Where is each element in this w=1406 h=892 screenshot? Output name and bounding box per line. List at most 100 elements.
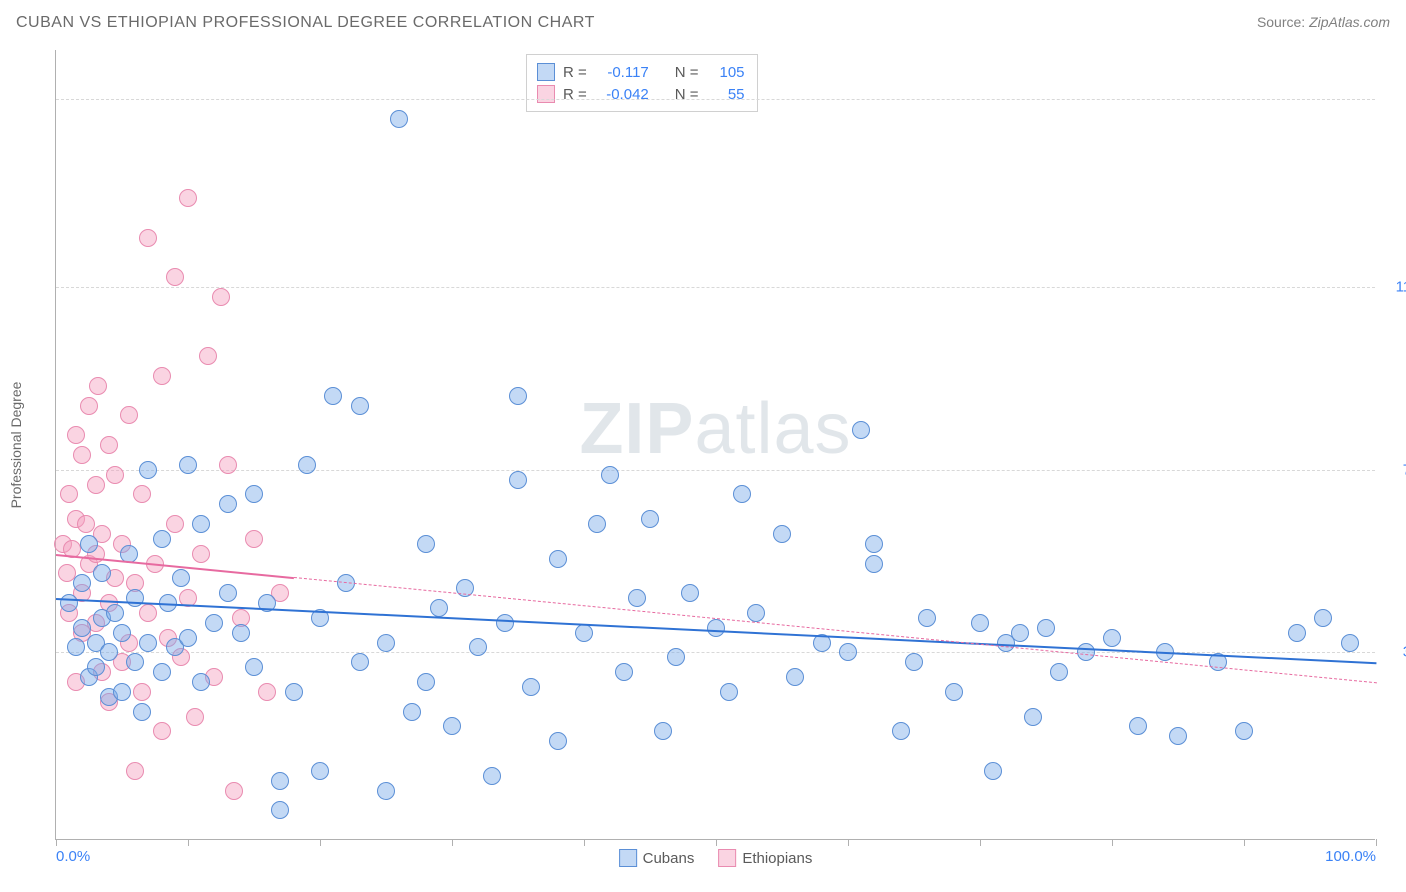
- cubans-dot: [133, 703, 151, 721]
- n-value: 105: [707, 64, 745, 81]
- ethiopians-dot: [139, 604, 157, 622]
- cubans-dot: [271, 772, 289, 790]
- cubans-dot: [852, 421, 870, 439]
- y-tick-label: 11.2%: [1381, 279, 1406, 296]
- cubans-dot: [905, 653, 923, 671]
- ethiopians-dot: [153, 722, 171, 740]
- cubans-dot: [1103, 629, 1121, 647]
- ethiopians-dot: [100, 436, 118, 454]
- x-tick-label: 0.0%: [56, 848, 90, 865]
- cubans-dot: [377, 782, 395, 800]
- cubans-dot: [80, 535, 98, 553]
- legend-label: Cubans: [643, 850, 695, 867]
- cubans-dot: [786, 668, 804, 686]
- cubans-dot: [60, 594, 78, 612]
- cubans-dot: [324, 387, 342, 405]
- x-tick: [1112, 839, 1113, 846]
- cubans-dot: [219, 495, 237, 513]
- cubans-dot: [720, 683, 738, 701]
- trend-line: [294, 577, 1376, 683]
- x-tick: [188, 839, 189, 846]
- cubans-dot: [179, 456, 197, 474]
- stats-row: R =-0.117N =105: [537, 61, 745, 83]
- source-label: Source:: [1257, 14, 1305, 30]
- x-tick: [320, 839, 321, 846]
- cubans-dot: [747, 604, 765, 622]
- cubans-dot: [377, 634, 395, 652]
- x-tick: [452, 839, 453, 846]
- cubans-dot: [67, 638, 85, 656]
- cubans-dot: [106, 604, 124, 622]
- cubans-dot: [681, 584, 699, 602]
- cubans-dot: [390, 110, 408, 128]
- ethiopians-dot: [245, 530, 263, 548]
- ethiopians-dot: [212, 288, 230, 306]
- stats-row: R =-0.042N =55: [537, 83, 745, 105]
- plot-area: Professional Degree ZIPatlas R =-0.117N …: [55, 50, 1375, 840]
- y-tick-label: 3.8%: [1381, 644, 1406, 661]
- ethiopians-dot: [60, 485, 78, 503]
- x-tick: [980, 839, 981, 846]
- ethiopians-dot: [139, 229, 157, 247]
- chart-title: CUBAN VS ETHIOPIAN PROFESSIONAL DEGREE C…: [16, 14, 595, 32]
- x-tick: [584, 839, 585, 846]
- watermark-bold: ZIP: [579, 389, 694, 469]
- cubans-dot: [839, 643, 857, 661]
- legend-item: Cubans: [619, 849, 695, 867]
- correlation-chart: CUBAN VS ETHIOPIAN PROFESSIONAL DEGREE C…: [0, 0, 1406, 892]
- cubans-dot: [113, 624, 131, 642]
- cubans-dot: [892, 722, 910, 740]
- series-legend: Cubans Ethiopians: [619, 849, 813, 867]
- n-label: N =: [675, 64, 699, 81]
- cubans-dot: [641, 510, 659, 528]
- cubans-dot: [219, 584, 237, 602]
- ethiopians-dot: [199, 347, 217, 365]
- cubans-dot: [245, 658, 263, 676]
- cubans-dot: [1169, 727, 1187, 745]
- cubans-dot: [245, 485, 263, 503]
- cubans-dot: [469, 638, 487, 656]
- ethiopians-dot: [133, 485, 151, 503]
- ethiopians-dot: [258, 683, 276, 701]
- r-label: R =: [563, 64, 587, 81]
- cubans-dot: [153, 530, 171, 548]
- legend-swatch: [718, 849, 736, 867]
- cubans-dot: [351, 397, 369, 415]
- cubans-dot: [865, 535, 883, 553]
- y-axis-label: Professional Degree: [8, 381, 24, 508]
- legend-label: Ethiopians: [742, 850, 812, 867]
- cubans-dot: [496, 614, 514, 632]
- cubans-dot: [773, 525, 791, 543]
- cubans-dot: [509, 471, 527, 489]
- ethiopians-dot: [133, 683, 151, 701]
- cubans-dot: [192, 515, 210, 533]
- x-tick: [56, 839, 57, 846]
- cubans-dot: [73, 574, 91, 592]
- cubans-dot: [918, 609, 936, 627]
- cubans-dot: [549, 550, 567, 568]
- cubans-dot: [984, 762, 1002, 780]
- cubans-dot: [285, 683, 303, 701]
- cubans-dot: [1024, 708, 1042, 726]
- cubans-dot: [575, 624, 593, 642]
- cubans-dot: [733, 485, 751, 503]
- cubans-dot: [945, 683, 963, 701]
- cubans-dot: [443, 717, 461, 735]
- x-tick: [1244, 839, 1245, 846]
- ethiopians-dot: [166, 515, 184, 533]
- cubans-dot: [971, 614, 989, 632]
- source-credit: Source: ZipAtlas.com: [1257, 14, 1390, 30]
- cubans-dot: [139, 634, 157, 652]
- y-tick-label: 7.5%: [1381, 461, 1406, 478]
- cubans-dot: [113, 683, 131, 701]
- cubans-dot: [1129, 717, 1147, 735]
- cubans-dot: [1037, 619, 1055, 637]
- legend-swatch: [537, 63, 555, 81]
- ethiopians-dot: [120, 406, 138, 424]
- cubans-dot: [1314, 609, 1332, 627]
- cubans-dot: [271, 801, 289, 819]
- cubans-dot: [172, 569, 190, 587]
- cubans-dot: [1011, 624, 1029, 642]
- cubans-dot: [654, 722, 672, 740]
- cubans-dot: [1235, 722, 1253, 740]
